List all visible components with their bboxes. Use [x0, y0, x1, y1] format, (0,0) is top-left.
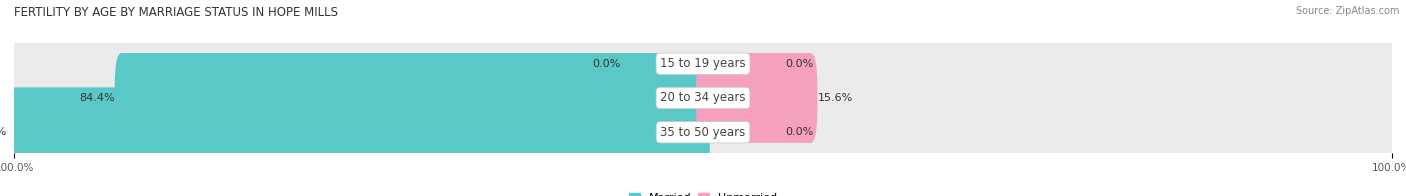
Legend: Married, Unmarried: Married, Unmarried	[624, 188, 782, 196]
Text: 15 to 19 years: 15 to 19 years	[661, 57, 745, 70]
Text: 0.0%: 0.0%	[786, 59, 814, 69]
Text: 35 to 50 years: 35 to 50 years	[661, 126, 745, 139]
Text: Source: ZipAtlas.com: Source: ZipAtlas.com	[1295, 6, 1399, 16]
FancyBboxPatch shape	[0, 0, 1406, 160]
FancyBboxPatch shape	[115, 53, 710, 143]
Text: 0.0%: 0.0%	[592, 59, 620, 69]
Text: 100.0%: 100.0%	[0, 127, 7, 137]
Text: 15.6%: 15.6%	[817, 93, 852, 103]
Text: 84.4%: 84.4%	[79, 93, 115, 103]
Text: 20 to 34 years: 20 to 34 years	[661, 92, 745, 104]
FancyBboxPatch shape	[0, 36, 1406, 196]
Text: FERTILITY BY AGE BY MARRIAGE STATUS IN HOPE MILLS: FERTILITY BY AGE BY MARRIAGE STATUS IN H…	[14, 6, 337, 19]
FancyBboxPatch shape	[696, 53, 817, 143]
Text: 0.0%: 0.0%	[786, 127, 814, 137]
FancyBboxPatch shape	[0, 2, 1406, 194]
FancyBboxPatch shape	[7, 87, 710, 177]
